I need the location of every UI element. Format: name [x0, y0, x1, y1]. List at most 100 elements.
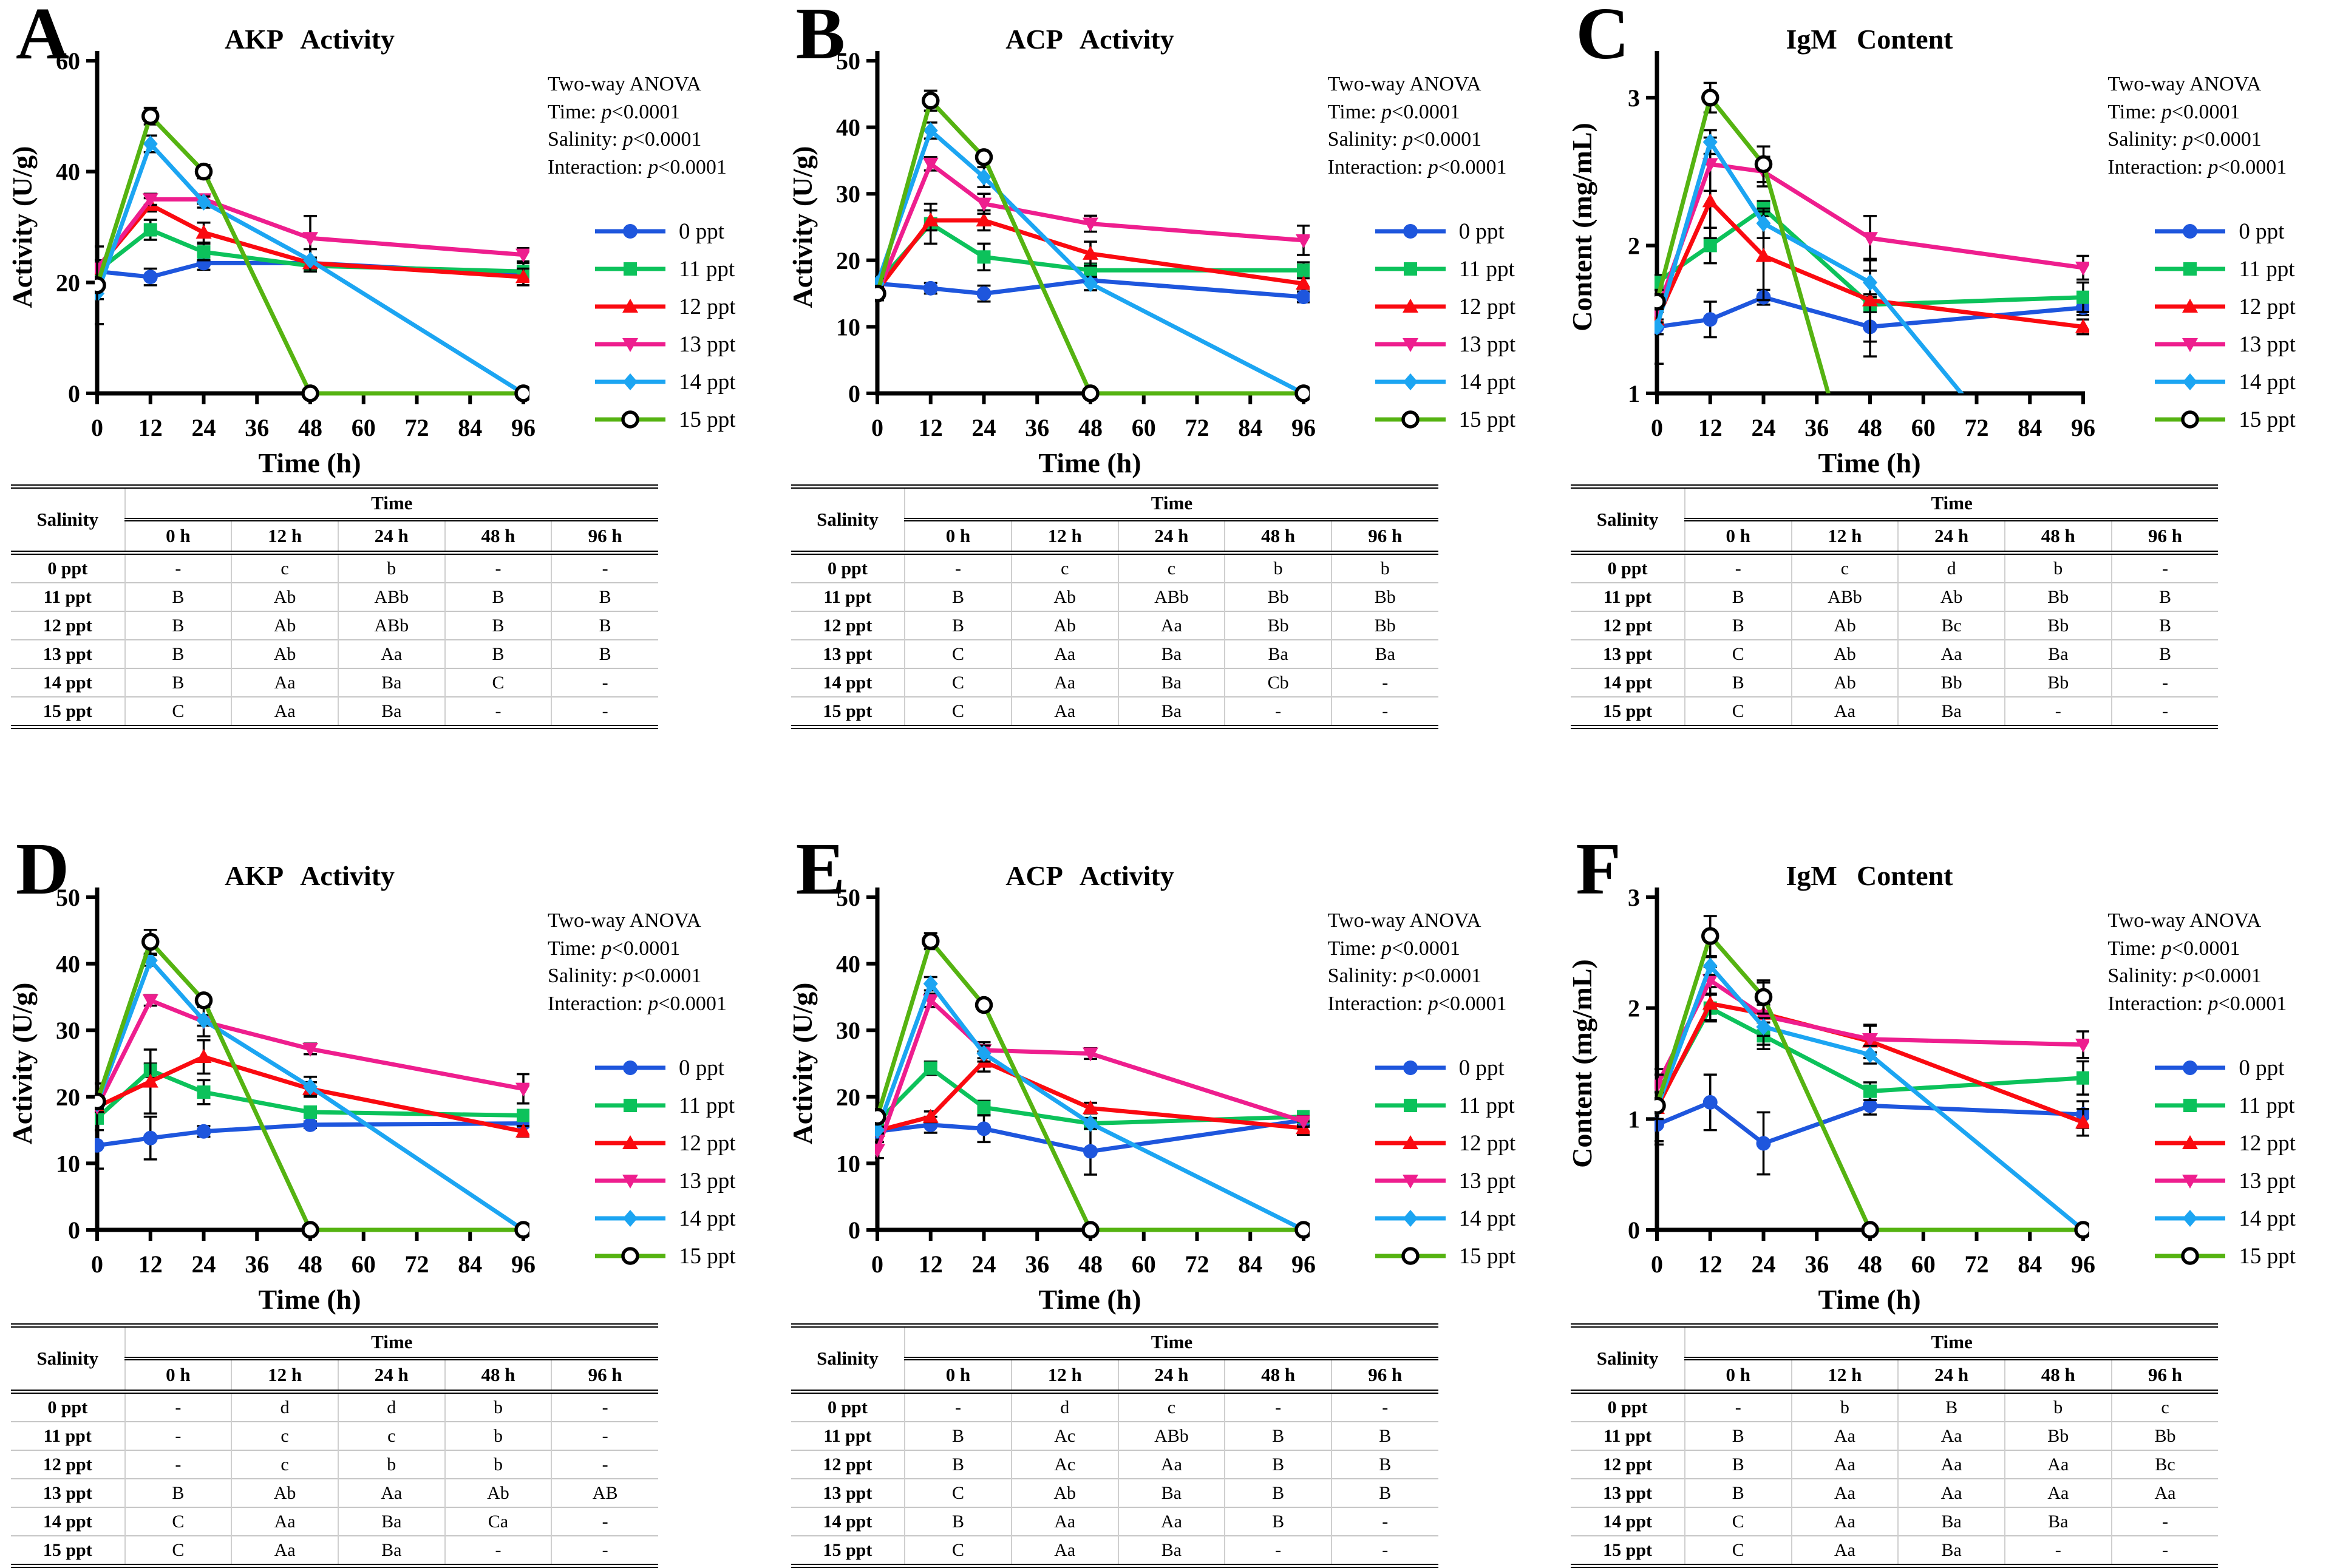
- table-cell: Bb: [2004, 1422, 2112, 1450]
- table-cell: -: [1224, 1536, 1332, 1566]
- time-col-header: 0 h: [904, 1359, 1012, 1394]
- table-row: 12 ppt B Ac Aa B B: [791, 1450, 1438, 1479]
- table-cell: -: [124, 1422, 232, 1450]
- legend-label: 14 ppt: [1458, 369, 1516, 395]
- table-cell: Ab: [444, 1479, 552, 1507]
- table-header-row: Salinity Time: [11, 486, 658, 555]
- square-marker-icon: [595, 1099, 665, 1113]
- circle-marker-icon: [1375, 1061, 1446, 1076]
- legend-label: 11 ppt: [2239, 1093, 2295, 1118]
- table-cell: Aa: [1791, 1422, 1899, 1450]
- table-row: 0 ppt - c c b b: [791, 552, 1438, 583]
- x-tick-label: 72: [405, 414, 429, 441]
- table-row: 11 ppt B ABb Ab Bb B: [1571, 583, 2219, 611]
- table-row-label: 15 ppt: [1603, 1539, 1653, 1560]
- table-cell: Aa: [1010, 697, 1118, 727]
- table-row-label: 15 ppt: [43, 701, 92, 721]
- time-col-header: 24 h: [1897, 1359, 2005, 1394]
- table-cell: B: [124, 640, 232, 668]
- y-tick-label: 20: [836, 1084, 860, 1111]
- salinity-header: Salinity: [791, 486, 905, 555]
- table-cell: d: [231, 1391, 338, 1422]
- salinity-header: Salinity: [11, 486, 125, 555]
- table-cell: Ba: [1224, 640, 1332, 668]
- table-row: 14 ppt B Ab Bb Bb -: [1571, 668, 2219, 697]
- table-cell: Ba: [1117, 668, 1225, 697]
- table-cell: -: [1224, 697, 1332, 727]
- legend-item-15-ppt: 15 ppt: [1374, 1237, 1559, 1275]
- x-tick-label: 60: [1131, 414, 1155, 441]
- table-row-label: 12 ppt: [1603, 615, 1653, 636]
- legend-label: 0 ppt: [2239, 1055, 2285, 1081]
- table-cell: Aa: [1010, 640, 1118, 668]
- legend-item-0-ppt: 0 ppt: [594, 212, 778, 250]
- anova-row: Salinity: p<0.0001: [548, 965, 702, 988]
- y-axis-label: Content (mg/mL): [1566, 123, 1597, 331]
- table-cell: Ba: [1117, 697, 1225, 727]
- time-col-header: 0 h: [124, 1359, 232, 1394]
- legend: 0 ppt 11 ppt 12 ppt 13 ppt 14 ppt 15 ppt: [548, 212, 778, 438]
- legend-label: 12 ppt: [2239, 294, 2296, 319]
- table-cell: Ba: [2004, 640, 2112, 668]
- table-cell: Ab: [231, 611, 338, 640]
- time-col-header: 24 h: [1897, 520, 2005, 555]
- anova-block: Two-way ANOVA Time: p<0.0001 Salinity: p<0…: [2107, 70, 2338, 181]
- series-15-ppt: [1655, 81, 1831, 393]
- x-tick-label: 24: [1752, 414, 1776, 441]
- table-cell: C: [1684, 697, 1792, 727]
- table-row-label: 13 ppt: [1603, 1482, 1653, 1503]
- table-cell: -: [2110, 668, 2219, 697]
- x-tick-label: 12: [918, 414, 942, 441]
- table-cell: Ba: [337, 697, 445, 727]
- triangle-down-marker-icon: [1375, 1175, 1446, 1189]
- table-cell: Aa: [1897, 1450, 2005, 1479]
- triangle-up-marker-icon: [2155, 1135, 2226, 1150]
- y-tick-label: 60: [56, 47, 80, 75]
- table-cell: b: [1791, 1391, 1899, 1422]
- plot-area: 0 10 20 30 40 50 0 12 24 36 48 60 72 84 96: [836, 47, 1316, 441]
- table-row: 11 ppt B Ac ABb B B: [791, 1422, 1438, 1450]
- legend-label: 13 ppt: [2239, 331, 2296, 357]
- table-row: 12 ppt B Ab Aa Bb Bb: [791, 611, 1438, 640]
- table-row: 12 ppt B Ab ABb B B: [11, 611, 658, 640]
- time-col-header: 96 h: [2110, 520, 2219, 555]
- legend-label: 13 ppt: [1458, 1168, 1516, 1193]
- table-cell: c: [1791, 552, 1899, 583]
- x-tick-label: 24: [971, 414, 996, 441]
- time-col-header: 48 h: [444, 520, 552, 555]
- time-col-header: 24 h: [337, 520, 445, 555]
- y-tick-label: 50: [56, 884, 80, 911]
- panel-D: D AKP Activity Activity (U/g) Time (h) 0…: [0, 779, 780, 1568]
- x-axis-label: Time (h): [1818, 1284, 1921, 1315]
- legend: 0 ppt 11 ppt 12 ppt 13 ppt 14 ppt 15 ppt: [2107, 212, 2338, 438]
- table-cell: Ab: [1897, 583, 2005, 611]
- table-cell: Bb: [1330, 583, 1438, 611]
- table-cell: Aa: [1897, 640, 2005, 668]
- y-tick-label: 40: [56, 158, 80, 186]
- table-cell: b: [2004, 1391, 2112, 1422]
- legend-item-11-ppt: 11 ppt: [2154, 250, 2338, 288]
- table-header-row: Salinity Time: [791, 1325, 1438, 1394]
- panel-letter: D: [16, 828, 70, 910]
- table-cell: -: [1224, 1391, 1332, 1422]
- table-row: 0 ppt - d c - -: [791, 1391, 1438, 1422]
- plot-area: 0 10 20 30 40 50 0 12 24 36 48 60 72 84 96: [56, 884, 536, 1278]
- anova-title: Two-way ANOVA: [1327, 909, 1481, 932]
- table-cell: Aa: [337, 1479, 445, 1507]
- table-cell: Aa: [1010, 668, 1118, 697]
- plot-area: 0 10 20 30 40 50 0 12 24 36 48 60 72 84 96: [836, 884, 1316, 1278]
- table-row-label: 14 ppt: [823, 1511, 872, 1532]
- tick-marks: [866, 895, 1305, 1241]
- y-tick-label: 1: [1628, 380, 1640, 407]
- tick-labels: 0 10 20 30 40 50 0 12 24 36 48 60 72 84 96: [836, 47, 1316, 441]
- table-cell: C: [1684, 1507, 1792, 1536]
- panel-side: Two-way ANOVA Time: p<0.0001 Salinity: p<0…: [2107, 907, 2338, 1275]
- time-col-header: 12 h: [1791, 520, 1899, 555]
- table-cell: Ba: [2004, 1507, 2112, 1536]
- x-tick-label: 96: [511, 414, 536, 441]
- table-cell: c: [231, 1422, 338, 1450]
- x-tick-label: 12: [138, 1251, 163, 1278]
- y-tick-label: 50: [836, 47, 860, 75]
